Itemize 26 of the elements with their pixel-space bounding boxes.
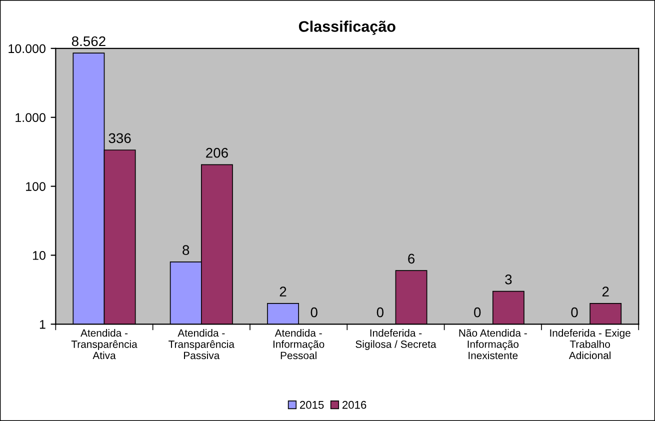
text: 0 bbox=[571, 307, 578, 318]
x-tick-label: Atendida - Informação Pessoal bbox=[273, 329, 324, 360]
legend-label: 2015 bbox=[300, 400, 324, 409]
text: 0 bbox=[310, 307, 318, 318]
y-tick-label: 1 bbox=[40, 320, 46, 329]
x-tick-label: Indeferida - Sigilosa / Secreta bbox=[356, 329, 436, 350]
legend-label: 2016 bbox=[342, 400, 366, 409]
data-label: 6 bbox=[408, 254, 415, 264]
data-label: 2 bbox=[280, 286, 286, 296]
chart-title: Classificação bbox=[298, 20, 396, 35]
x-tick-label: Indeferida - Exige Trabalho Adicional bbox=[550, 329, 630, 360]
text: 0 bbox=[474, 307, 481, 318]
y-tick-label: 100 bbox=[26, 182, 46, 191]
y-tick-label: 10 bbox=[33, 251, 46, 260]
x-tick-label: Atendida - Transparência Passiva bbox=[168, 329, 235, 360]
data-label: 3 bbox=[505, 274, 512, 284]
data-label: 2 bbox=[602, 286, 609, 296]
data-label: 336 bbox=[108, 133, 131, 144]
y-tick-label: 1.000 bbox=[16, 113, 46, 122]
y-tick-label: 10.000 bbox=[8, 44, 46, 54]
x-tick-label: Não Atendida - Informação Inexistente bbox=[459, 329, 527, 360]
data-label: 8.562 bbox=[72, 36, 106, 46]
text: 0 bbox=[376, 307, 384, 318]
x-tick-label: Atendida - Transparência Ativa bbox=[71, 329, 138, 360]
data-label: 8 bbox=[182, 245, 190, 255]
data-label: 206 bbox=[206, 148, 228, 158]
